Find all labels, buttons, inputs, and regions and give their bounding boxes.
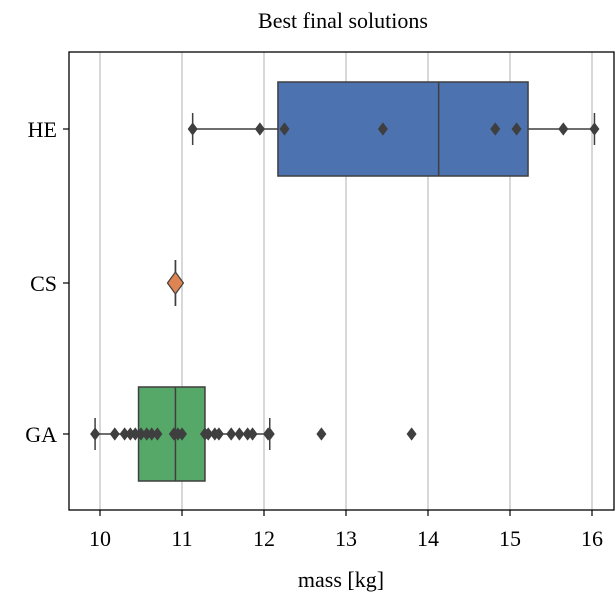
x-tick-label-12: 12 bbox=[253, 526, 275, 551]
x-axis-label: mass [kg] bbox=[298, 567, 384, 592]
x-tick-label-10: 10 bbox=[89, 526, 111, 551]
ga-point-16 bbox=[226, 427, 237, 441]
he-point-2 bbox=[279, 122, 290, 136]
x-tick-label-14: 14 bbox=[417, 526, 439, 551]
ga-point-11 bbox=[177, 427, 187, 441]
x-tick-label-13: 13 bbox=[335, 526, 357, 551]
he-point-4 bbox=[490, 122, 501, 136]
he-point-5 bbox=[511, 122, 522, 136]
y-tick-label-HE: HE bbox=[28, 117, 57, 142]
x-tick-label-16: 16 bbox=[581, 526, 603, 551]
ga-point-23 bbox=[406, 427, 417, 441]
he-point-3 bbox=[377, 122, 388, 136]
plot-frame bbox=[68, 51, 615, 511]
ga-point-0 bbox=[90, 427, 101, 441]
he-point-7 bbox=[589, 122, 600, 136]
he-point-0 bbox=[187, 122, 198, 136]
ga-point-15 bbox=[213, 427, 224, 441]
he-box bbox=[277, 81, 529, 177]
he-point-6 bbox=[558, 122, 569, 136]
ga-point-19 bbox=[247, 427, 258, 441]
y-axis-ticks: HE CS GA bbox=[25, 117, 69, 447]
cs-point-0 bbox=[166, 270, 185, 296]
x-tick-label-11: 11 bbox=[171, 526, 192, 551]
chart-title: Best final solutions bbox=[258, 8, 428, 33]
x-tick-label-15: 15 bbox=[499, 526, 521, 551]
ga-point-13 bbox=[203, 427, 214, 441]
x-axis-ticks: 10 11 12 13 14 15 16 bbox=[89, 510, 603, 551]
ga-point-8 bbox=[152, 427, 163, 441]
ga-point-22 bbox=[316, 427, 327, 441]
y-tick-label-CS: CS bbox=[30, 271, 57, 296]
y-tick-label-GA: GA bbox=[25, 422, 57, 447]
he-point-1 bbox=[254, 122, 265, 136]
ga-point-1 bbox=[109, 427, 120, 441]
ga-point-21 bbox=[264, 427, 275, 441]
ga-point-17 bbox=[234, 427, 245, 441]
data-points bbox=[90, 122, 600, 441]
